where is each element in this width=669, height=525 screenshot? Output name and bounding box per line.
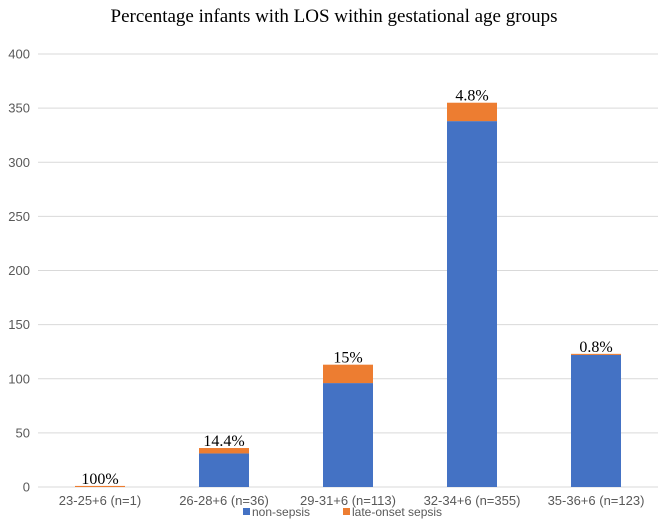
- x-tick-label: 29-31+6 (n=113): [300, 493, 396, 508]
- y-tick-label: 150: [8, 317, 30, 332]
- y-tick-label: 50: [16, 425, 30, 440]
- bar-segment-late-onset-sepsis: [75, 485, 125, 487]
- data-label: 0.8%: [579, 339, 612, 356]
- y-axis-ticks: 0 50 100 150 200 250 300 350 400: [8, 47, 30, 495]
- data-label: 4.8%: [455, 88, 488, 105]
- y-tick-label: 200: [8, 263, 30, 278]
- data-labels: 100% 14.4% 15% 4.8% 0.8%: [81, 88, 612, 488]
- bar-segment-late-onset-sepsis: [323, 364, 373, 384]
- chart-title: Percentage infants with LOS within gesta…: [111, 6, 558, 27]
- y-tick-label: 300: [8, 155, 30, 170]
- y-tick-label: 250: [8, 209, 30, 224]
- bar-segment-non-sepsis: [323, 383, 373, 487]
- legend-swatch: [243, 508, 250, 515]
- bar-segment-non-sepsis: [199, 453, 249, 487]
- legend: non-sepsis late-onset sepsis: [243, 505, 442, 519]
- x-tick-label: 35-36+6 (n=123): [548, 493, 645, 508]
- legend-swatch: [343, 508, 350, 515]
- bar-segment-late-onset-sepsis: [571, 353, 621, 355]
- bar-segment-non-sepsis: [571, 354, 621, 487]
- x-tick-label: 32-34+6 (n=355): [424, 493, 521, 508]
- x-tick-label: 26-28+6 (n=36): [179, 493, 269, 508]
- data-label: 15%: [333, 350, 362, 367]
- y-tick-label: 400: [8, 47, 30, 62]
- legend-label: late-onset sepsis: [352, 505, 442, 519]
- data-label: 100%: [81, 471, 118, 488]
- x-tick-label: 23-25+6 (n=1): [59, 493, 141, 508]
- bars: [75, 102, 621, 488]
- y-tick-label: 0: [23, 480, 30, 495]
- legend-label: non-sepsis: [252, 505, 310, 519]
- y-tick-label: 350: [8, 101, 30, 116]
- data-label: 14.4%: [203, 433, 244, 450]
- bar-segment-non-sepsis: [447, 121, 497, 488]
- gridlines: [38, 53, 658, 488]
- y-tick-label: 100: [8, 371, 30, 386]
- x-axis-ticks: 23-25+6 (n=1) 26-28+6 (n=36) 29-31+6 (n=11…: [59, 493, 645, 508]
- bar-segment-late-onset-sepsis: [447, 102, 497, 122]
- bar-segment-late-onset-sepsis: [199, 448, 249, 454]
